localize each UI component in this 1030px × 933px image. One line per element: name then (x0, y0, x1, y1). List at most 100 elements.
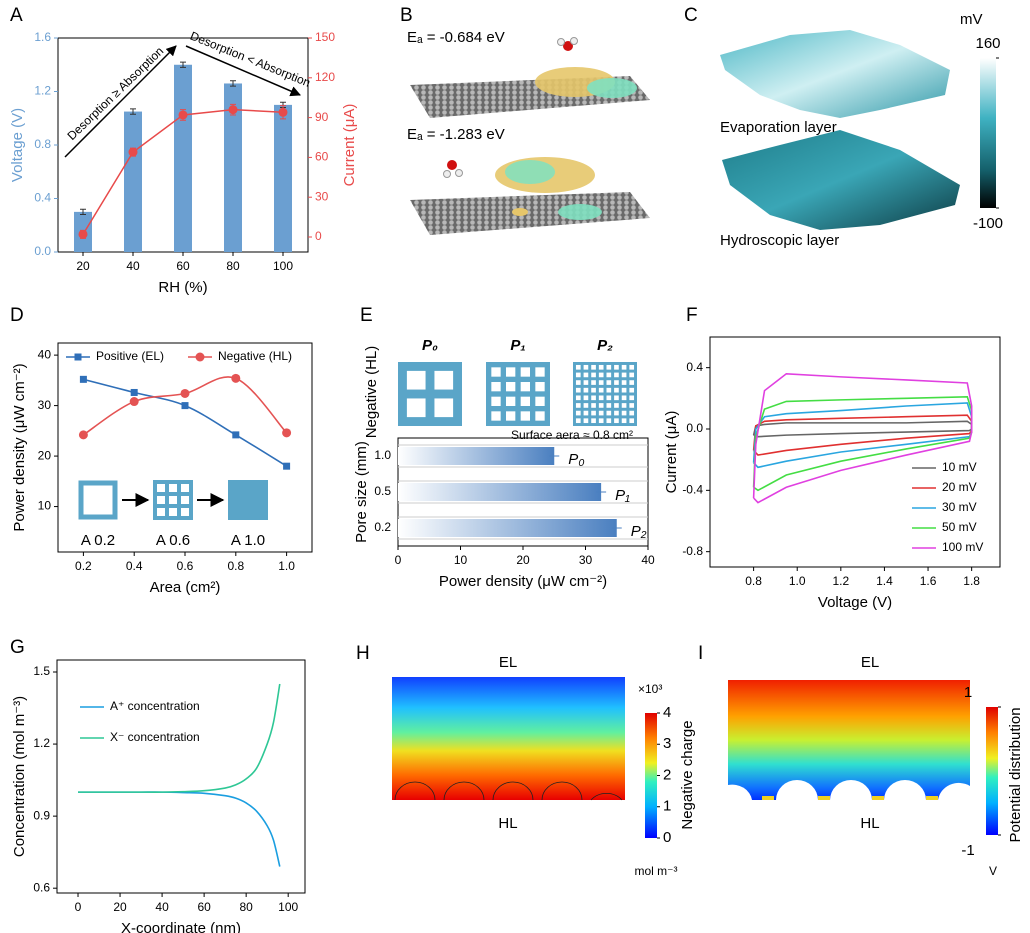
legend-label: 20 mV (942, 480, 977, 494)
edge-label: EL (499, 654, 517, 671)
bar (274, 104, 292, 252)
y-tick-label: 150 (315, 30, 335, 44)
data-point (282, 428, 292, 438)
pore (491, 382, 501, 392)
data-line (752, 395, 973, 492)
x-tick-label: 40 (155, 900, 169, 914)
pore (434, 398, 454, 418)
pore (169, 508, 177, 516)
x-tick-label: 1.0 (278, 559, 295, 573)
y-tick-label: 0.8 (34, 137, 51, 151)
pore (614, 380, 619, 385)
colorbar-tick-label: 160 (975, 35, 1000, 52)
pore (621, 418, 627, 424)
pore (583, 395, 589, 401)
pore (614, 387, 619, 393)
legend-label: 30 mV (942, 500, 977, 514)
pore (621, 380, 627, 385)
pore (614, 364, 619, 370)
pore (598, 410, 604, 416)
surface-art (720, 30, 960, 230)
y-tick-label: 0.4 (34, 191, 51, 205)
x-axis-title: RH (%) (158, 279, 207, 296)
bar (398, 483, 602, 501)
data-point (180, 388, 190, 398)
x-tick-label: 1.2 (832, 574, 849, 588)
x-tick-label: 1.4 (876, 574, 893, 588)
y-tick-label: 1.6 (34, 30, 51, 44)
x-tick-label: 60 (176, 259, 190, 273)
x-tick-label: 60 (197, 900, 211, 914)
pore (506, 367, 516, 377)
x-tick-label: 20 (516, 553, 530, 567)
legend-label: X⁻ concentration (110, 730, 200, 744)
colorbar (986, 707, 998, 835)
arrow (64, 45, 177, 158)
inset-label: A 0.2 (81, 532, 115, 549)
panel-label: E (360, 305, 373, 326)
data-point (78, 430, 88, 440)
panel-label: F (686, 305, 698, 326)
data-line (752, 372, 973, 504)
y-tick-label: 0.5 (374, 484, 391, 498)
data-point (232, 431, 240, 439)
colorbar-tick-label: 4 (663, 704, 671, 721)
pore (606, 364, 612, 370)
pore (583, 380, 589, 385)
colorbar-tick-label: 3 (663, 735, 671, 752)
pore (591, 380, 596, 385)
y-tick-label: 10 (38, 499, 52, 513)
data-point (283, 462, 291, 470)
x-tick-label: 10 (454, 553, 468, 567)
x-axis-title: Area (cm²) (150, 579, 221, 596)
panel-label: D (10, 305, 24, 326)
icon-label: P₂ (597, 337, 613, 354)
x-tick-label: 100 (273, 259, 293, 273)
pore (614, 403, 619, 408)
error-bar (280, 105, 286, 120)
pore (606, 395, 612, 401)
legend-marker (195, 352, 205, 362)
group-label: Negative (HL) (363, 346, 380, 439)
y-tick-label: 40 (38, 347, 52, 361)
x-axis-title: Voltage (V) (818, 594, 892, 611)
panel-label: C (684, 5, 698, 26)
layer-label: Hydroscopic layer (720, 232, 839, 249)
pore (406, 398, 426, 418)
annotation: Desorption ≥ Absorption (65, 44, 167, 143)
error-bar (230, 80, 236, 87)
pore (575, 418, 581, 424)
pore (591, 372, 596, 378)
pore (583, 387, 589, 393)
pore (614, 372, 619, 378)
y-axis-title: Current (μA) (663, 411, 680, 494)
arrow (185, 45, 301, 97)
pore (629, 395, 635, 401)
colorbar-tick-label: 1 (964, 684, 972, 701)
pore (575, 387, 581, 393)
pore (606, 387, 612, 393)
pore (621, 403, 627, 408)
inset-label: A 1.0 (231, 532, 265, 549)
pore (621, 410, 627, 416)
pore (614, 418, 619, 424)
field-map-i (728, 680, 970, 800)
y-tick-label: 1.5 (33, 664, 50, 678)
pore (583, 418, 589, 424)
x-axis-title: Power density (μW cm⁻²) (439, 573, 607, 590)
pore-icon (573, 362, 637, 426)
x-tick-label: 0.8 (227, 559, 244, 573)
x-tick-label: 40 (126, 259, 140, 273)
pore (491, 411, 501, 421)
x-tick-label: 1.8 (963, 574, 980, 588)
pore (629, 418, 635, 424)
pore (598, 364, 604, 370)
pore (434, 370, 454, 390)
x-tick-label: 20 (113, 900, 127, 914)
x-tick-label: 40 (641, 553, 655, 567)
y-tick-label: -0.8 (682, 544, 703, 558)
y-tick-label: 90 (315, 110, 329, 124)
panel-label: I (698, 643, 703, 664)
x-tick-label: 0 (395, 553, 402, 567)
